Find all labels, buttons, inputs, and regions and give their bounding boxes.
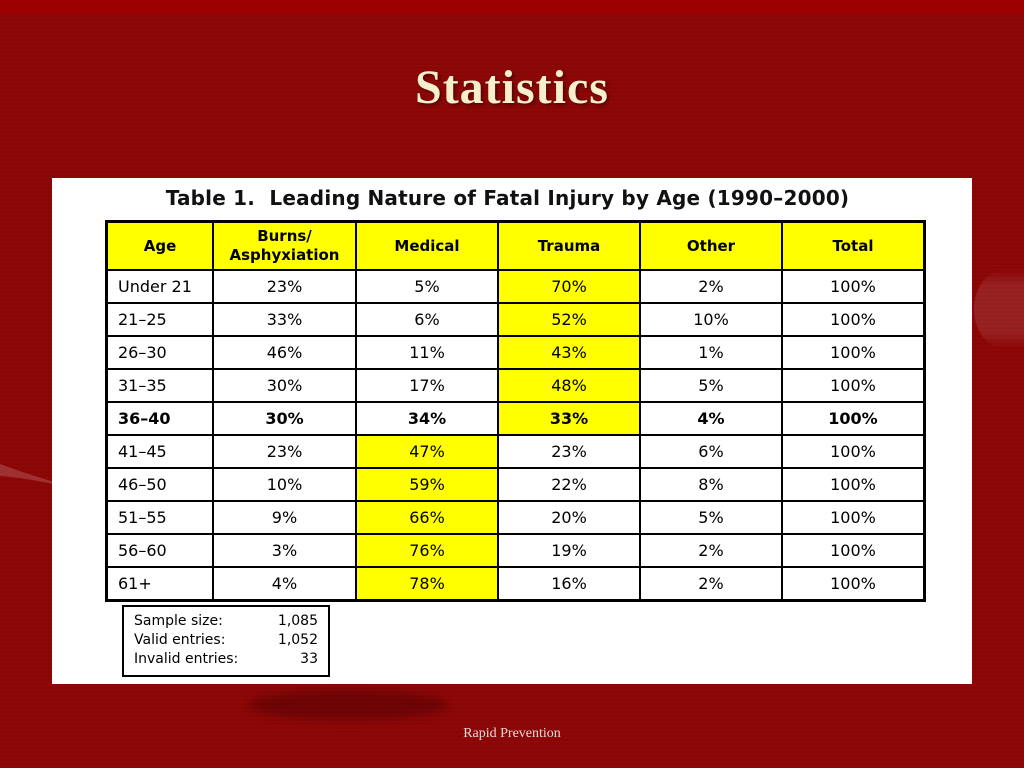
other-cell: 2% (639, 269, 783, 304)
age-cell: 41–45 (105, 434, 214, 469)
slide-footer: Rapid Prevention (463, 726, 561, 741)
age-cell: 51–55 (105, 500, 214, 535)
other-cell: 1% (639, 335, 783, 370)
slide-title: Statistics (415, 61, 609, 114)
burns-cell: 4% (212, 566, 357, 602)
age-cell: Under 21 (105, 269, 214, 304)
burns-cell: 3% (212, 533, 357, 568)
age-cell: 21–25 (105, 302, 214, 337)
trauma-cell: 52% (497, 302, 641, 337)
other-cell: 5% (639, 368, 783, 403)
table-row: 21–25 33% 6% 52% 10% 100% (105, 302, 926, 337)
total-cell: 100% (781, 533, 926, 568)
stats-row: Sample size: 1,085 (134, 612, 318, 631)
total-cell: 100% (781, 269, 926, 304)
burns-cell: 23% (212, 269, 357, 304)
stats-label: Invalid entries: (134, 651, 239, 667)
top-accent-band (0, 0, 1024, 14)
table-row: 26–30 46% 11% 43% 1% 100% (105, 335, 926, 370)
age-cell: 56–60 (105, 533, 214, 568)
column-header-other: Other (639, 220, 783, 271)
table-row: 36–40 30% 34% 33% 4% 100% (105, 401, 926, 436)
sample-stats-table: Sample size: 1,085 Valid entries: 1,052 Inva… (134, 612, 318, 669)
medical-cell: 6% (355, 302, 499, 337)
total-cell: 100% (781, 500, 926, 535)
trauma-cell: 20% (497, 500, 641, 535)
other-cell: 2% (639, 566, 783, 602)
sample-stats-box: Sample size: 1,085 Valid entries: 1,052 Inva… (122, 605, 330, 677)
stats-value: 1,085 (277, 613, 318, 629)
medical-cell: 11% (355, 335, 499, 370)
medical-cell: 66% (355, 500, 499, 535)
sample-stats-body: Sample size: 1,085 Valid entries: 1,052 Inva… (134, 612, 318, 669)
age-cell: 46–50 (105, 467, 214, 502)
trauma-cell: 19% (497, 533, 641, 568)
age-cell: 26–30 (105, 335, 214, 370)
background-flourish-right-icon (974, 270, 1024, 348)
trauma-cell: 33% (497, 401, 641, 436)
stats-value: 33 (300, 651, 318, 667)
column-header-medical: Medical (355, 220, 499, 271)
medical-cell: 17% (355, 368, 499, 403)
burns-cell: 30% (212, 368, 357, 403)
trauma-cell: 70% (497, 269, 641, 304)
stats-row: Valid entries: 1,052 (134, 631, 318, 650)
medical-cell: 76% (355, 533, 499, 568)
stats-value: 1,052 (277, 632, 318, 648)
table-row: Under 21 23% 5% 70% 2% 100% (105, 269, 926, 304)
background-flourish-bottom-icon (248, 690, 448, 720)
total-cell: 100% (781, 335, 926, 370)
injury-table-body: Under 21 23% 5% 70% 2% 100% 21–25 33% 6% 52% 10% 10… (105, 269, 926, 602)
other-cell: 2% (639, 533, 783, 568)
table-row: 61+ 4% 78% 16% 2% 100% (105, 566, 926, 602)
burns-cell: 46% (212, 335, 357, 370)
total-cell: 100% (781, 467, 926, 502)
trauma-cell: 23% (497, 434, 641, 469)
burns-cell: 9% (212, 500, 357, 535)
age-cell: 31–35 (105, 368, 214, 403)
total-cell: 100% (781, 434, 926, 469)
burns-cell: 23% (212, 434, 357, 469)
burns-cell: 30% (212, 401, 357, 436)
table-row: 31–35 30% 17% 48% 5% 100% (105, 368, 926, 403)
table-row: 56–60 3% 76% 19% 2% 100% (105, 533, 926, 568)
stats-row: Invalid entries: 33 (134, 650, 318, 669)
medical-cell: 47% (355, 434, 499, 469)
content-panel: Table 1. Leading Nature of Fatal Injury … (52, 178, 972, 684)
other-cell: 5% (639, 500, 783, 535)
trauma-cell: 16% (497, 566, 641, 602)
total-cell: 100% (781, 566, 926, 602)
trauma-cell: 48% (497, 368, 641, 403)
other-cell: 8% (639, 467, 783, 502)
burns-cell: 10% (212, 467, 357, 502)
column-header-trauma: Trauma (497, 220, 641, 271)
injury-table: Age Burns/ Asphyxiation Medical Trauma Other… (105, 220, 926, 602)
column-header-age: Age (105, 220, 214, 271)
medical-cell: 34% (355, 401, 499, 436)
total-cell: 100% (781, 368, 926, 403)
age-cell: 61+ (105, 566, 214, 602)
trauma-cell: 43% (497, 335, 641, 370)
column-header-burns: Burns/ Asphyxiation (212, 220, 357, 271)
other-cell: 10% (639, 302, 783, 337)
burns-cell: 33% (212, 302, 357, 337)
medical-cell: 59% (355, 467, 499, 502)
stats-label: Valid entries: (134, 632, 226, 648)
total-cell: 100% (781, 302, 926, 337)
total-cell: 100% (781, 401, 926, 436)
table-caption: Table 1. Leading Nature of Fatal Injury … (165, 186, 850, 210)
medical-cell: 78% (355, 566, 499, 602)
age-cell: 36–40 (105, 401, 214, 436)
table-row: 51–55 9% 66% 20% 5% 100% (105, 500, 926, 535)
trauma-cell: 22% (497, 467, 641, 502)
table-row: 41–45 23% 47% 23% 6% 100% (105, 434, 926, 469)
column-header-total: Total (781, 220, 926, 271)
other-cell: 6% (639, 434, 783, 469)
other-cell: 4% (639, 401, 783, 436)
table-row: 46–50 10% 59% 22% 8% 100% (105, 467, 926, 502)
stats-label: Sample size: (134, 613, 223, 629)
header-row: Age Burns/ Asphyxiation Medical Trauma Other… (105, 220, 926, 271)
medical-cell: 5% (355, 269, 499, 304)
